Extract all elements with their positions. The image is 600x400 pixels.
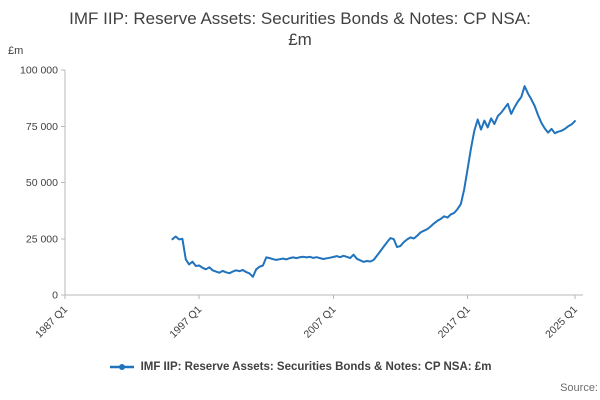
chart-canvas: 0 25 000 50 000 75 000 100 000 1987 Q1 1997 Q1… (20, 65, 583, 341)
y-tick-label: 75 000 (26, 121, 58, 133)
x-tick-label: 1997 Q1 (167, 304, 204, 341)
legend-marker-icon (109, 364, 134, 370)
y-tick-label: 50 000 (26, 177, 58, 189)
page-title: IMF IIP: Reserve Assets: Securities Bond… (69, 9, 531, 50)
axis-line (64, 70, 583, 296)
series-line (171, 85, 576, 278)
legend-label: IMF IIP: Reserve Assets: Securities Bond… (140, 361, 492, 373)
legend-item[interactable]: IMF IIP: Reserve Assets: Securities Bond… (109, 361, 492, 373)
source-label: Source: (560, 382, 598, 394)
y-tick-label: 25 000 (26, 233, 58, 245)
legend: IMF IIP: Reserve Assets: Securities Bond… (0, 361, 600, 373)
y-tick-label: 0 (52, 290, 58, 302)
x-tick-label: 1987 Q1 (33, 304, 70, 341)
x-tick-label: 2025 Q1 (543, 304, 580, 341)
x-tick-label: 2017 Q1 (436, 304, 473, 341)
y-axis-unit-label: £m (8, 45, 24, 57)
x-tick-label: 2007 Q1 (302, 304, 339, 341)
y-tick-label: 100 000 (20, 65, 58, 77)
